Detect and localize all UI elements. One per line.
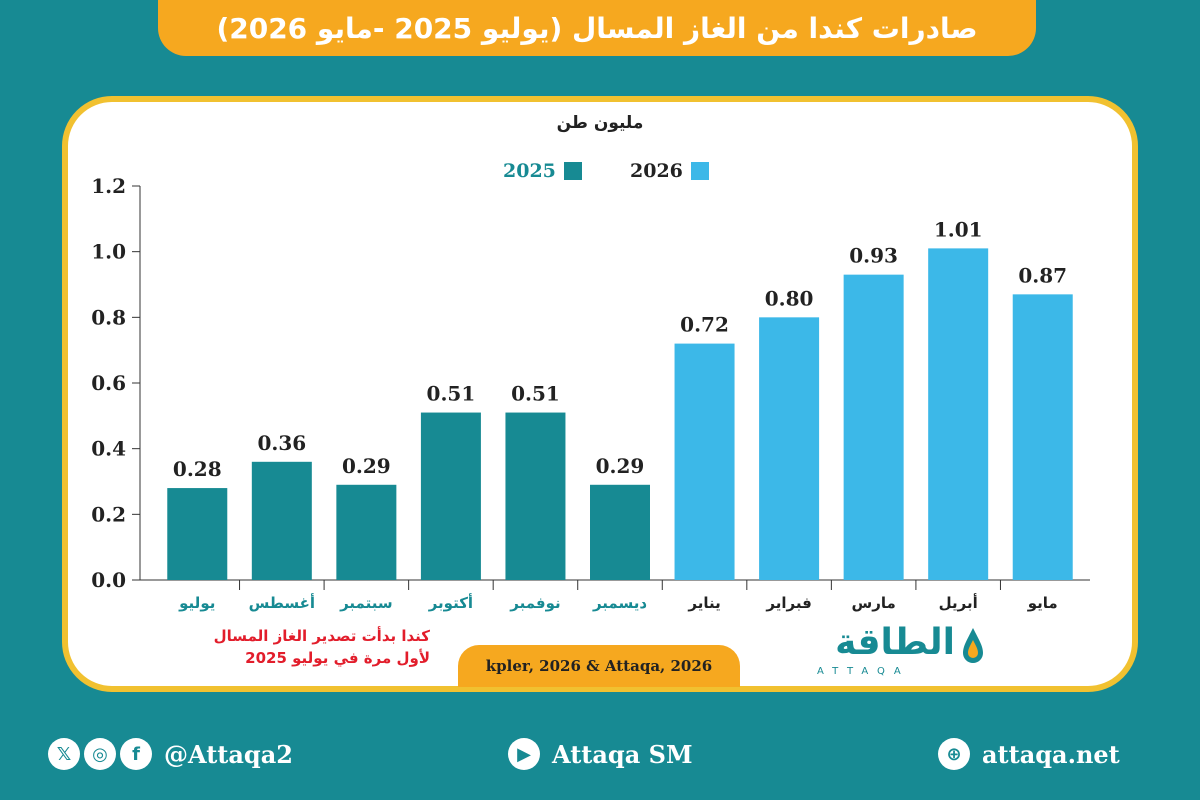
annotation-line-2: لأول مرة في يوليو 2025 xyxy=(245,649,430,667)
flame-drop-icon xyxy=(963,628,983,663)
title-bar: صادرات كندا من الغاز المسال (يوليو 2025 … xyxy=(158,0,1036,56)
annotation-note: كندا بدأت تصدير الغاز المسال لأول مرة في… xyxy=(160,625,430,669)
bar-2026 xyxy=(1012,294,1073,580)
logo-arabic: الطاقة xyxy=(835,622,955,663)
data-label: 0.87 xyxy=(1018,263,1067,287)
bar-2025 xyxy=(505,412,566,580)
facebook-icon[interactable]: f xyxy=(120,738,152,770)
bar-2026 xyxy=(928,248,989,580)
x-tick-label: أبريل xyxy=(939,593,978,612)
x-tick-label: أغسطس xyxy=(249,593,315,612)
data-label: 0.29 xyxy=(342,454,391,478)
y-tick-label: 1.2 xyxy=(91,174,126,198)
legend-2025-swatch xyxy=(563,162,582,180)
data-label: 0.51 xyxy=(511,382,560,406)
social-links: 𝕏 ◎ f @Attaqa2 xyxy=(48,738,293,770)
data-label: 0.29 xyxy=(596,454,645,478)
legend-2026-swatch xyxy=(690,162,709,180)
attaqa-logo: الطاقة ATTAQA xyxy=(805,620,995,680)
legend-2026: 2026 xyxy=(630,160,709,182)
y-axis-label: مليون طن xyxy=(556,113,644,133)
youtube-icon[interactable]: ▶ xyxy=(508,738,540,770)
bar-2025 xyxy=(590,484,650,580)
website-link: ⊕ attaqa.net xyxy=(938,738,1120,770)
y-tick-label: 0.4 xyxy=(91,437,126,461)
data-label: 0.28 xyxy=(173,457,222,481)
bar-2026 xyxy=(759,317,820,580)
x-tick-label: مارس xyxy=(852,594,896,612)
annotation-line-1: كندا بدأت تصدير الغاز المسال xyxy=(213,627,430,645)
bar-2025 xyxy=(420,412,481,580)
source-tab: kpler, 2026 & Attaqa, 2026 xyxy=(458,645,740,687)
x-icon[interactable]: 𝕏 xyxy=(48,738,80,770)
logo-english: ATTAQA xyxy=(817,666,910,677)
data-label: 0.72 xyxy=(680,313,729,337)
data-label: 0.80 xyxy=(765,286,814,310)
globe-icon[interactable]: ⊕ xyxy=(938,738,970,770)
data-label: 1.01 xyxy=(934,217,983,241)
x-tick-label: أكتوبر xyxy=(428,593,473,612)
data-label: 0.93 xyxy=(849,244,898,268)
social-handle[interactable]: @Attaqa2 xyxy=(164,739,293,769)
y-tick-label: 1.0 xyxy=(91,240,126,264)
bar-2025 xyxy=(167,488,228,580)
youtube-channel[interactable]: Attaqa SM xyxy=(552,739,693,769)
y-tick-label: 0.8 xyxy=(91,305,126,329)
x-tick-label: يوليو xyxy=(178,594,215,612)
chart-title: صادرات كندا من الغاز المسال (يوليو 2025 … xyxy=(216,11,978,45)
bar-2026 xyxy=(843,274,904,580)
data-label: 0.51 xyxy=(427,382,476,406)
x-tick-label: ديسمبر xyxy=(592,594,647,612)
data-label: 0.36 xyxy=(257,431,306,455)
y-tick-label: 0.6 xyxy=(91,371,126,395)
x-tick-label: فبراير xyxy=(765,594,811,612)
bar-2025 xyxy=(336,484,397,580)
legend-2025: 2025 xyxy=(503,160,582,182)
x-tick-label: سبتمبر xyxy=(339,594,393,612)
instagram-icon[interactable]: ◎ xyxy=(84,738,116,770)
y-tick-label: 0.2 xyxy=(91,502,126,526)
x-tick-label: نوفمبر xyxy=(509,594,560,612)
youtube-link: ▶ Attaqa SM xyxy=(508,738,693,770)
bar-2026 xyxy=(674,343,735,580)
website-url[interactable]: attaqa.net xyxy=(982,739,1120,769)
x-tick-label: مايو xyxy=(1027,594,1058,612)
legend-2025-label: 2025 xyxy=(503,160,556,182)
bar-2025 xyxy=(251,461,312,580)
source-text: kpler, 2026 & Attaqa, 2026 xyxy=(485,657,713,675)
y-tick-label: 0.0 xyxy=(91,568,126,592)
x-tick-label: يناير xyxy=(687,594,720,612)
legend-2026-label: 2026 xyxy=(630,160,683,182)
